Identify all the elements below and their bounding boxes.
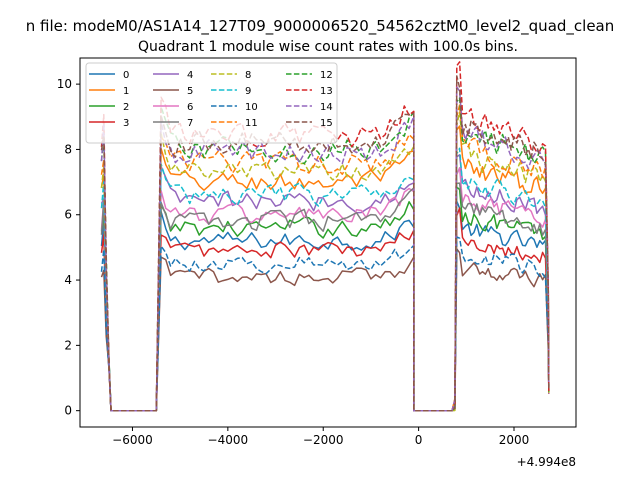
legend-label-1: 1 [123, 86, 129, 97]
legend-label-2: 2 [123, 102, 129, 113]
series-line-15 [100, 75, 550, 412]
legend-label-14: 14 [320, 102, 333, 113]
series-line-0 [100, 200, 550, 412]
y-tick-label: 2 [64, 338, 72, 352]
y-tick-label: 6 [64, 208, 72, 222]
y-tick-label: 10 [57, 77, 72, 91]
x-tick-label: −6000 [112, 433, 153, 447]
legend-label-3: 3 [123, 118, 129, 129]
figure-suptitle: n file: modeM0/AS1A14_127T09_9000006520_… [26, 17, 615, 36]
legend-label-13: 13 [320, 86, 333, 97]
series-line-10 [100, 236, 550, 412]
legend-label-15: 15 [320, 118, 333, 129]
legend-label-11: 11 [245, 118, 258, 129]
legend-label-9: 9 [245, 86, 251, 97]
x-tick-label: −2000 [303, 433, 344, 447]
legend-label-8: 8 [245, 70, 251, 81]
y-tick-label: 4 [64, 273, 72, 287]
legend-label-12: 12 [320, 70, 333, 81]
legend-label-10: 10 [245, 102, 258, 113]
y-tick-label: 0 [64, 404, 72, 418]
legend-box [85, 62, 338, 144]
legend-label-7: 7 [187, 118, 193, 129]
x-tick-label: 2000 [499, 433, 530, 447]
legend-label-6: 6 [187, 102, 193, 113]
y-tick-label: 8 [64, 142, 72, 156]
series-line-6 [100, 167, 550, 412]
x-tick-label: 0 [415, 433, 423, 447]
legend-label-4: 4 [187, 70, 193, 81]
x-tick-label: −4000 [208, 433, 249, 447]
series-line-8 [100, 111, 550, 412]
series-line-7 [100, 182, 550, 412]
plot-frame [79, 57, 577, 428]
y-axis: 0 2 4 6 8 10 [57, 77, 80, 418]
x-offset-label: +4.994e8 [517, 455, 576, 469]
legend-label-5: 5 [187, 86, 193, 97]
series-line-5 [100, 248, 550, 412]
series-line-4 [100, 154, 550, 412]
legend-label-0: 0 [123, 70, 129, 81]
x-axis: −6000 −4000 −2000 0 2000 [112, 427, 529, 447]
series-line-3 [100, 207, 550, 412]
series-line-1 [100, 125, 550, 412]
chart-title: Quadrant 1 module wise count rates with … [138, 39, 518, 55]
series-line-11 [100, 104, 550, 412]
series-line-2 [100, 186, 550, 412]
series-line-9 [100, 147, 550, 412]
